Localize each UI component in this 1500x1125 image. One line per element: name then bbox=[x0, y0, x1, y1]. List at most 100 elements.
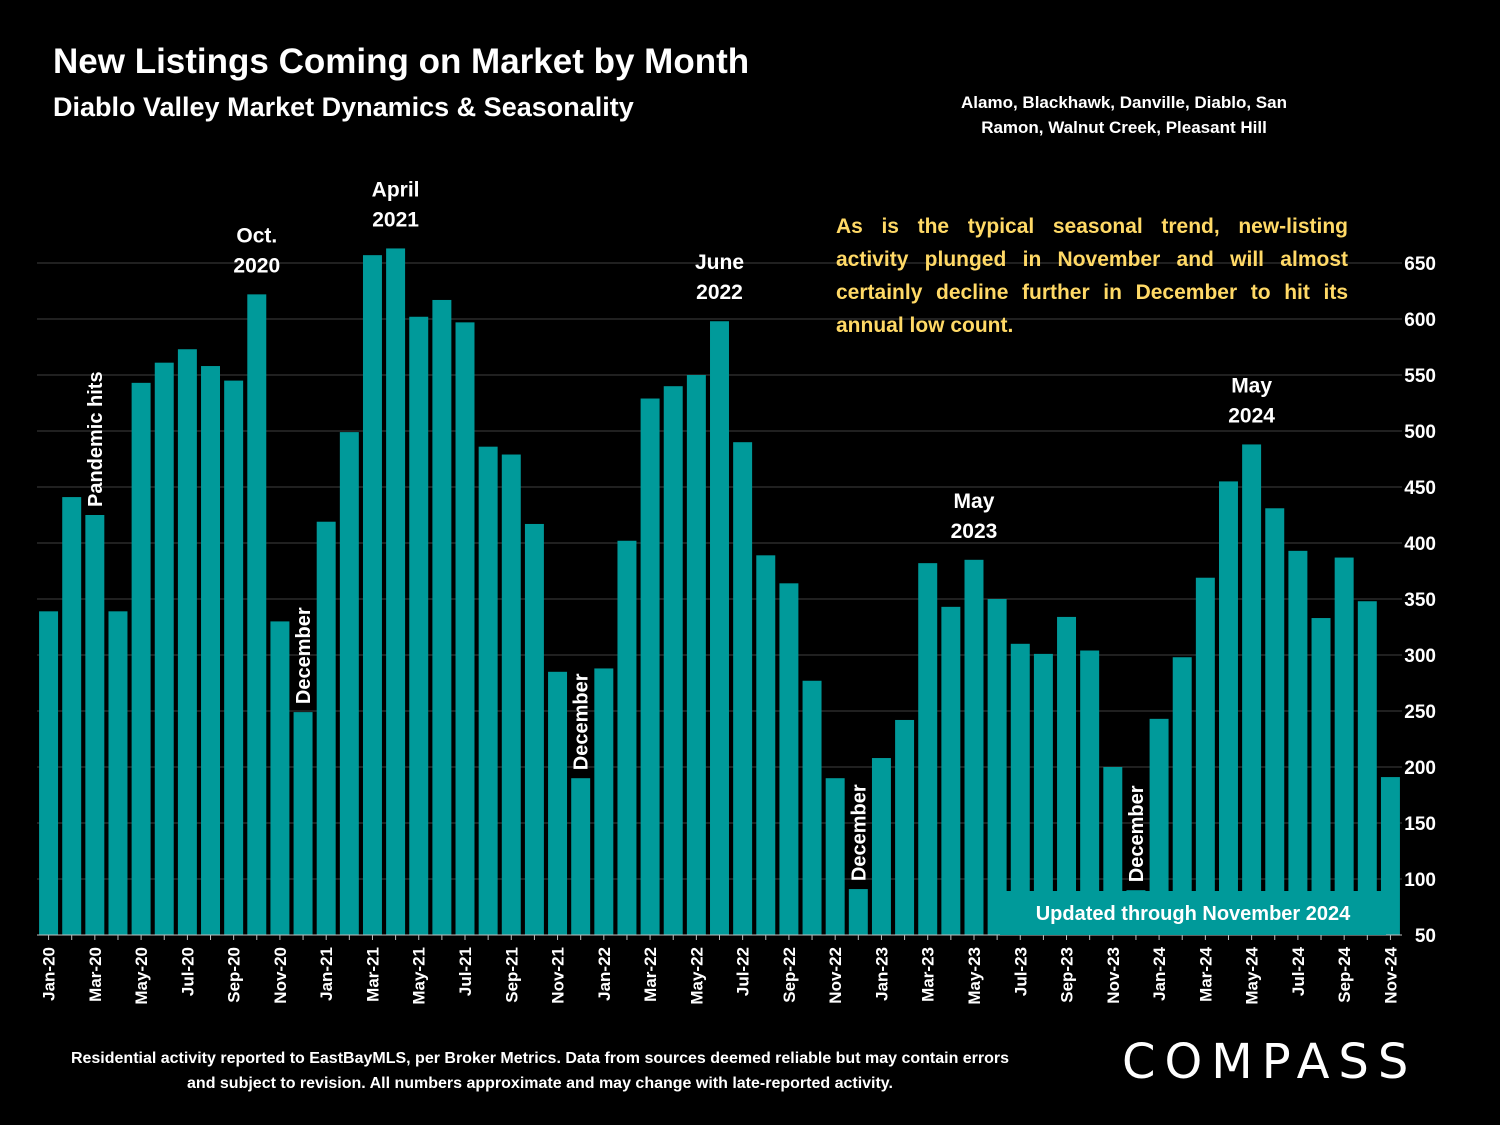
annotation-label: December bbox=[571, 673, 593, 770]
x-tick-label: Mar-23 bbox=[919, 947, 938, 1002]
y-tick-label: 600 bbox=[1404, 310, 1436, 331]
bar-Sep-24 bbox=[1334, 557, 1354, 935]
bar-Oct-24 bbox=[1357, 601, 1377, 935]
bar-Dec-20 bbox=[293, 712, 313, 935]
bar-Apr-22 bbox=[663, 386, 683, 935]
bar-Feb-21 bbox=[339, 432, 359, 935]
x-axis: Jan-20 Mar-20 May-20 Jul-20 Sep-20 Nov-20 Jan-… bbox=[37, 934, 1402, 1005]
commentary-text: As is the typical seasonal trend, new-li… bbox=[836, 215, 1348, 337]
bar-Mar-20 bbox=[85, 515, 105, 935]
x-tick-label: Jan-21 bbox=[317, 947, 336, 1001]
y-tick-label: 250 bbox=[1404, 702, 1436, 723]
annotation-label: December bbox=[1126, 785, 1148, 882]
bar-Feb-20 bbox=[62, 497, 82, 935]
bar-Jul-20 bbox=[177, 349, 197, 935]
x-tick-label: Jan-20 bbox=[40, 947, 59, 1001]
x-tick-label: Sep-24 bbox=[1335, 946, 1354, 1002]
bar-Sep-20 bbox=[224, 380, 244, 936]
bar-Sep-23 bbox=[1057, 616, 1077, 935]
bar-Aug-21 bbox=[478, 446, 498, 935]
x-tick-label: Mar-20 bbox=[86, 947, 105, 1002]
x-tick-label: Jan-23 bbox=[872, 947, 891, 1001]
bar-Jun-22 bbox=[710, 321, 729, 935]
bar-Mar-21 bbox=[362, 255, 382, 935]
annotation-label: December bbox=[848, 784, 870, 881]
bar-Feb-23 bbox=[895, 719, 915, 935]
bar-Aug-20 bbox=[201, 366, 221, 935]
bar-Dec-21 bbox=[571, 778, 591, 935]
y-tick-label: 300 bbox=[1404, 646, 1436, 667]
x-tick-label: May-20 bbox=[132, 947, 151, 1005]
bar-Aug-22 bbox=[756, 555, 776, 935]
bar-Oct-21 bbox=[524, 523, 544, 935]
chart-subtitle: Diablo Valley Market Dynamics & Seasonal… bbox=[53, 92, 634, 122]
bar-May-24 bbox=[1242, 444, 1262, 935]
y-tick-label: 200 bbox=[1404, 758, 1436, 779]
x-tick-label: Nov-23 bbox=[1104, 947, 1123, 1004]
bar-Nov-21 bbox=[548, 671, 568, 935]
bar-Oct-20 bbox=[247, 294, 267, 935]
x-tick-label: May-23 bbox=[965, 947, 984, 1005]
x-tick-label: Jul-21 bbox=[456, 947, 475, 996]
annotation-label: May 2023 bbox=[951, 490, 998, 543]
annotation-label: Oct. 2020 bbox=[233, 224, 280, 277]
x-tick-label: Jul-23 bbox=[1011, 947, 1030, 996]
y-tick-label: 150 bbox=[1404, 814, 1436, 835]
bar-series bbox=[39, 248, 1400, 936]
bar-Sep-21 bbox=[501, 454, 521, 935]
y-tick-label: 650 bbox=[1404, 254, 1436, 275]
bar-May-20 bbox=[131, 382, 151, 936]
x-tick-label: Nov-20 bbox=[271, 947, 290, 1004]
bar-Nov-22 bbox=[825, 778, 845, 935]
bar-Mar-24 bbox=[1195, 577, 1215, 935]
bar-Jan-22 bbox=[594, 668, 614, 935]
x-tick-label: Jul-22 bbox=[734, 947, 753, 996]
bar-Oct-23 bbox=[1080, 650, 1100, 935]
bar-Aug-23 bbox=[1033, 653, 1053, 935]
bar-annotations: Pandemic hits Oct. 2020 December April 2021 De… bbox=[85, 178, 1275, 882]
y-tick-label: 450 bbox=[1404, 478, 1436, 499]
bar-Jun-24 bbox=[1265, 508, 1285, 935]
bar-Jan-23 bbox=[871, 758, 891, 935]
x-tick-label: Mar-22 bbox=[641, 947, 660, 1002]
bar-Jul-21 bbox=[455, 322, 475, 935]
x-tick-label: Jul-24 bbox=[1289, 946, 1308, 996]
bar-Apr-23 bbox=[941, 606, 961, 935]
bar-Oct-22 bbox=[802, 680, 822, 935]
bar-May-21 bbox=[409, 316, 429, 935]
bar-Jul-24 bbox=[1288, 550, 1308, 935]
bar-Mar-23 bbox=[918, 563, 938, 935]
x-tick-label: Nov-24 bbox=[1381, 946, 1400, 1003]
x-tick-label: Nov-21 bbox=[549, 947, 568, 1004]
y-tick-label: 350 bbox=[1404, 590, 1436, 611]
bar-May-22 bbox=[686, 375, 706, 935]
bar-Apr-21 bbox=[386, 248, 406, 935]
bar-Apr-24 bbox=[1218, 481, 1238, 935]
x-tick-label: May-21 bbox=[410, 947, 429, 1005]
bar-Feb-24 bbox=[1172, 657, 1192, 935]
x-tick-label: Sep-22 bbox=[780, 947, 799, 1003]
bar-Jul-22 bbox=[733, 442, 753, 935]
x-tick-label: Sep-21 bbox=[502, 947, 521, 1003]
x-tick-label: Mar-24 bbox=[1196, 946, 1215, 1001]
region-list: Alamo, Blackhawk, Danville, Diablo, San … bbox=[961, 93, 1287, 137]
annotation-label: Pandemic hits bbox=[85, 371, 107, 507]
bar-May-23 bbox=[964, 559, 984, 935]
y-tick-label: 100 bbox=[1404, 870, 1436, 891]
x-tick-label: Jul-20 bbox=[178, 947, 197, 996]
annotation-label: May 2024 bbox=[1228, 374, 1275, 427]
y-tick-label: 400 bbox=[1404, 534, 1436, 555]
chart-title: New Listings Coming on Market by Month bbox=[53, 42, 750, 81]
updated-through-label: Updated through November 2024 bbox=[1000, 891, 1386, 935]
annotation-label: April 2021 bbox=[372, 178, 420, 231]
source-footnote: Residential activity reported to EastBay… bbox=[70, 1050, 1010, 1092]
bar-Sep-22 bbox=[779, 583, 799, 935]
x-tick-label: Jan-24 bbox=[1150, 946, 1169, 1000]
bar-Jan-24 bbox=[1149, 718, 1169, 935]
bar-Jan-21 bbox=[316, 521, 336, 935]
bar-Jul-23 bbox=[1010, 643, 1030, 935]
bar-Apr-20 bbox=[108, 611, 128, 935]
bar-Jun-20 bbox=[154, 362, 174, 935]
x-tick-label: Mar-21 bbox=[363, 947, 382, 1002]
x-tick-label: Sep-23 bbox=[1058, 947, 1077, 1003]
